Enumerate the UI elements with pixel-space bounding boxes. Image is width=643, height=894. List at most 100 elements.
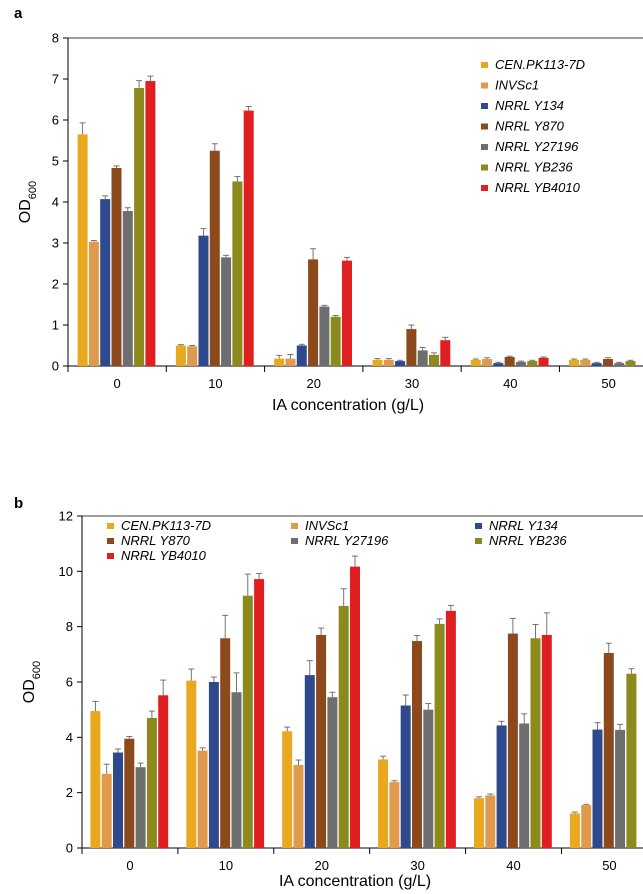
series-nrrl-yb236 xyxy=(146,573,637,848)
bar xyxy=(146,717,157,848)
y-tick-label: 5 xyxy=(52,154,59,169)
legend-label: NRRL Y27196 xyxy=(495,139,579,154)
bar xyxy=(400,705,411,848)
bar xyxy=(541,634,552,848)
y-tick-label: 12 xyxy=(59,509,73,524)
x-axis-title: IA concentration (g/L) xyxy=(272,397,424,414)
legend-label: NRRL Y870 xyxy=(495,119,565,134)
bar xyxy=(293,765,304,848)
bar xyxy=(493,363,504,366)
series-nrrl-yb4010 xyxy=(145,75,549,367)
y-tick-label: 6 xyxy=(52,113,59,128)
series-nrrl-y27196 xyxy=(135,672,626,848)
legend-swatch xyxy=(475,523,482,529)
bar xyxy=(330,316,341,366)
bar xyxy=(383,359,394,366)
bar xyxy=(282,731,293,848)
legend-label: NRRL YB236 xyxy=(489,533,567,548)
bar xyxy=(112,752,123,848)
legend-swatch xyxy=(481,164,488,171)
x-tick-label: 10 xyxy=(208,376,222,391)
series-invsc1 xyxy=(101,747,592,848)
bar xyxy=(602,359,613,366)
legend-label: NRRL Y870 xyxy=(121,533,191,548)
bar xyxy=(134,88,145,367)
legend: CEN.PK113-7D INVSc1 NRRL Y134 NRRL Y870 NRRL… xyxy=(481,57,585,195)
legend-swatch xyxy=(291,523,298,529)
bar xyxy=(485,795,496,848)
x-tick-label: 0 xyxy=(114,376,121,391)
y-tick-label: 4 xyxy=(52,195,59,210)
bar xyxy=(411,641,422,848)
x-tick-label: 0 xyxy=(126,858,133,873)
y-tick-label: 7 xyxy=(52,72,59,87)
bar xyxy=(406,329,417,366)
chart-panel-a: a 0 1 2 3 4 5 6 7 8 0 10 20 30 40 50 OD600 IA concentrati… xyxy=(14,5,643,414)
legend-swatch xyxy=(107,523,114,529)
bar xyxy=(482,359,493,366)
bar xyxy=(242,595,253,848)
bar xyxy=(538,357,549,366)
x-tick-label: 20 xyxy=(315,858,329,873)
series-nrrl-y870 xyxy=(111,143,613,366)
bar xyxy=(186,680,197,848)
y-tick-label: 4 xyxy=(66,730,73,745)
bar xyxy=(440,340,451,366)
legend-swatch xyxy=(481,185,488,191)
bar xyxy=(285,358,296,366)
bar xyxy=(316,634,327,848)
bar xyxy=(592,729,603,848)
bar xyxy=(395,361,406,366)
bar xyxy=(603,652,614,848)
bar xyxy=(626,673,637,848)
bar xyxy=(232,181,243,366)
bar xyxy=(389,782,400,848)
legend-swatch xyxy=(475,538,482,544)
y-axis-title-subscript: 600 xyxy=(27,181,39,199)
legend-swatch xyxy=(291,538,298,544)
x-tick-label: 50 xyxy=(602,858,616,873)
bar xyxy=(519,723,530,848)
bar xyxy=(428,354,439,366)
legend-swatch xyxy=(481,144,488,150)
bar xyxy=(614,363,625,366)
legend-label: NRRL YB4010 xyxy=(495,180,581,195)
bar xyxy=(254,579,265,848)
bar xyxy=(349,566,360,848)
bar xyxy=(243,110,254,366)
series-nrrl-y134 xyxy=(112,660,603,848)
bar xyxy=(135,767,146,848)
bar xyxy=(111,167,122,366)
bar xyxy=(319,306,330,366)
x-tick-label: 30 xyxy=(405,376,419,391)
y-tick-label: 6 xyxy=(66,675,73,690)
bar xyxy=(581,805,592,848)
y-tick-label: 0 xyxy=(52,359,59,374)
bar xyxy=(158,695,169,848)
y-axis-title-main: OD xyxy=(21,679,38,703)
y-axis-title-subscript: 600 xyxy=(31,661,43,679)
legend-swatch xyxy=(107,538,114,544)
bar xyxy=(197,750,208,848)
bar xyxy=(530,638,541,848)
bar xyxy=(445,610,456,848)
bar xyxy=(304,675,315,848)
bar xyxy=(198,235,209,366)
bar xyxy=(615,729,626,848)
bar xyxy=(504,356,515,366)
bar xyxy=(124,738,135,848)
x-tick-label: 40 xyxy=(503,376,517,391)
bar xyxy=(515,361,526,366)
bar xyxy=(208,682,219,848)
y-tick-label: 2 xyxy=(52,277,59,292)
legend-label: NRRL Y134 xyxy=(495,98,564,113)
legend-label: CEN.PK113-7D xyxy=(121,518,211,533)
series-invsc1 xyxy=(88,240,591,366)
bar xyxy=(625,361,636,366)
y-tick-label: 2 xyxy=(66,785,73,800)
y-axis-title-main: OD xyxy=(17,199,34,223)
bar xyxy=(100,199,111,366)
y-tick-label: 8 xyxy=(66,619,73,634)
legend-label: INVSc1 xyxy=(495,78,539,93)
x-tick-label: 30 xyxy=(410,858,424,873)
